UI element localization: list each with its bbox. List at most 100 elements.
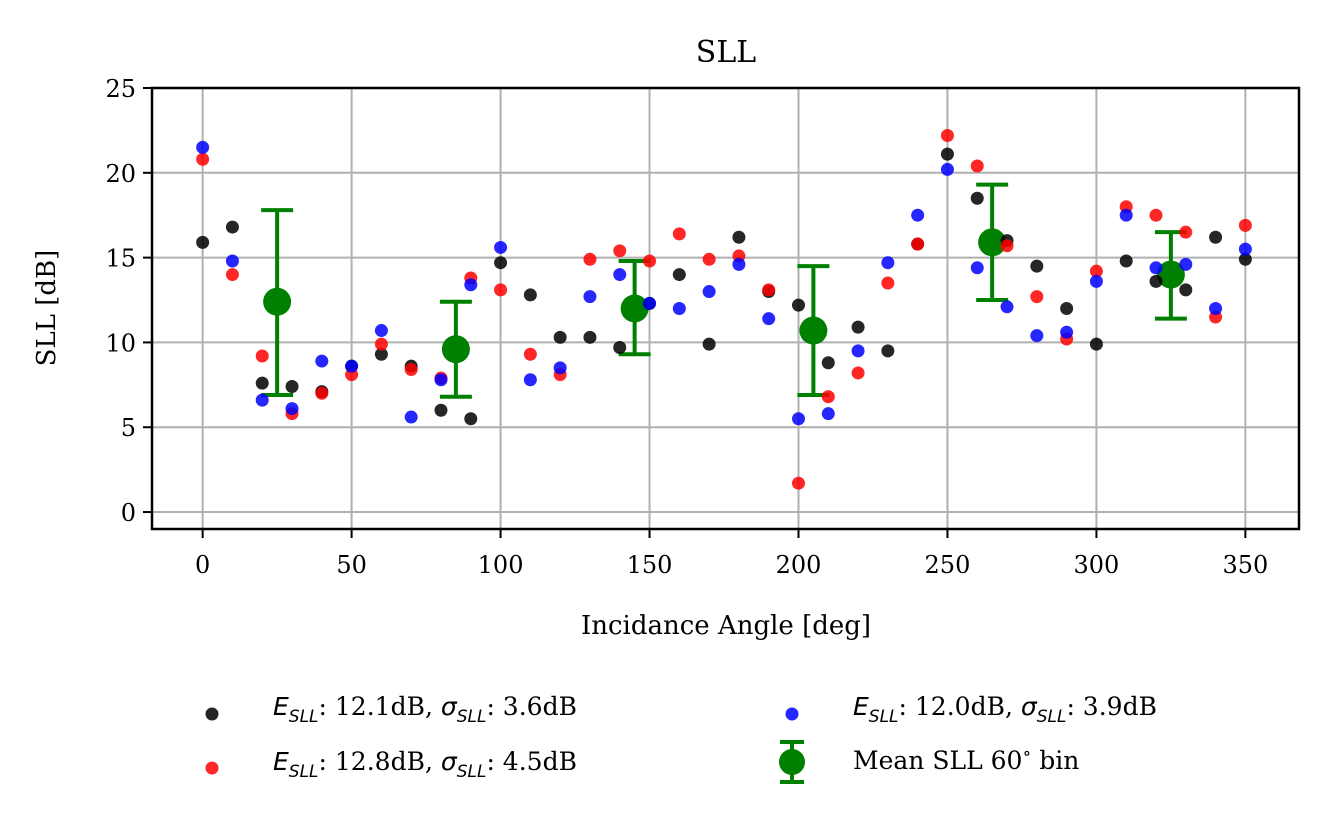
blue-point (1060, 325, 1074, 339)
y-tick-label: 10 (105, 329, 136, 357)
black-point (1030, 259, 1044, 273)
errorbar-mean-marker (978, 228, 1007, 257)
black-point (494, 256, 508, 270)
black-point (1149, 274, 1163, 288)
y-axis-label: SLL [dB] (32, 250, 62, 367)
red-point (374, 337, 388, 351)
scatter-points (196, 128, 1252, 490)
red-point (404, 363, 418, 377)
red-point (940, 128, 954, 142)
legend-marker-black (205, 707, 219, 721)
black-point (255, 376, 269, 390)
legend-label-black: ESLL: 12.1dB, σSLL: 3.6dB (273, 692, 577, 727)
x-tick-label: 150 (627, 551, 673, 579)
black-point (1209, 230, 1223, 244)
red-point (315, 386, 329, 400)
black-point (791, 298, 805, 312)
red-point (255, 349, 269, 363)
legend-label-errorbar: Mean SLL 60∘ bin (853, 743, 1079, 775)
blue-point (1119, 208, 1133, 222)
red-point (1179, 225, 1193, 239)
red-point (1089, 264, 1103, 278)
x-axis-label: Incidance Angle [deg] (581, 611, 871, 641)
red-point (791, 476, 805, 490)
red-point (1000, 239, 1014, 253)
blue-point (464, 278, 478, 292)
black-point (523, 288, 537, 302)
black-point (1119, 254, 1133, 268)
grid (152, 87, 1299, 529)
blue-point (1000, 300, 1014, 314)
red-point (881, 276, 895, 290)
black-point (851, 320, 865, 334)
black-point (940, 147, 954, 161)
black-point (225, 220, 239, 234)
blue-point (791, 412, 805, 426)
red-point (494, 283, 508, 297)
y-tick-label: 5 (121, 414, 136, 442)
errorbar-mean-marker (620, 294, 649, 323)
blue-point (345, 359, 359, 373)
blue-point (1238, 242, 1252, 256)
blue-point (196, 140, 210, 154)
errorbar-series (261, 182, 1187, 399)
legend: ESLL: 12.1dB, σSLL: 3.6dB ESLL: 12.8dB, σ… (205, 692, 1157, 784)
blue-point (1179, 257, 1193, 271)
red-point (225, 268, 239, 282)
plot-frame (150, 86, 1301, 531)
black-point (196, 235, 210, 249)
black-point (881, 344, 895, 358)
blue-point (702, 285, 716, 299)
y-tick-label: 0 (121, 499, 136, 527)
black-point (583, 330, 597, 344)
blue-point (285, 402, 299, 416)
errorbar-mean-marker (799, 316, 828, 345)
red-point (762, 283, 776, 297)
blue-point (940, 162, 954, 176)
red-point (970, 159, 984, 173)
x-tick-label: 100 (478, 551, 524, 579)
blue-point (851, 344, 865, 358)
legend-label-blue: ESLL: 12.0dB, σSLL: 3.9dB (853, 692, 1157, 727)
blue-point (494, 240, 508, 254)
axis-ticks: 0 50 100 150 200 250 300 350 0 5 10 15 20 25 (105, 75, 1268, 579)
x-tick-label: 300 (1074, 551, 1120, 579)
x-tick-label: 350 (1222, 551, 1268, 579)
errorbar-mean-marker (263, 287, 292, 316)
black-point (374, 347, 388, 361)
black-point (1179, 283, 1193, 297)
x-tick-label: 50 (336, 551, 367, 579)
blue-point (672, 302, 686, 315)
legend-errorbar-marker (779, 749, 805, 775)
red-point (821, 390, 835, 404)
black-point (672, 268, 686, 282)
red-point (196, 152, 210, 166)
black-point (1238, 252, 1252, 266)
black-point (553, 330, 567, 344)
blue-point (374, 324, 388, 338)
blue-point (225, 254, 239, 268)
black-point (613, 341, 627, 355)
red-point (911, 237, 925, 251)
red-point (672, 227, 686, 241)
blue-point (1209, 302, 1223, 315)
black-point (732, 230, 746, 244)
y-tick-label: 25 (105, 75, 136, 103)
legend-marker-red (205, 761, 219, 775)
y-tick-label: 20 (105, 160, 136, 188)
blue-point (583, 290, 597, 304)
legend-marker-blue (785, 707, 799, 721)
blue-point (970, 261, 984, 275)
black-point (464, 412, 478, 426)
red-point (702, 252, 716, 266)
black-point (285, 380, 299, 394)
red-point (643, 254, 657, 268)
y-tick-label: 15 (105, 245, 136, 273)
red-point (583, 252, 597, 266)
errorbar-mean-marker (441, 335, 470, 364)
blue-point (553, 361, 567, 375)
black-point (434, 403, 448, 417)
black-point (970, 191, 984, 205)
black-point (1060, 302, 1074, 315)
